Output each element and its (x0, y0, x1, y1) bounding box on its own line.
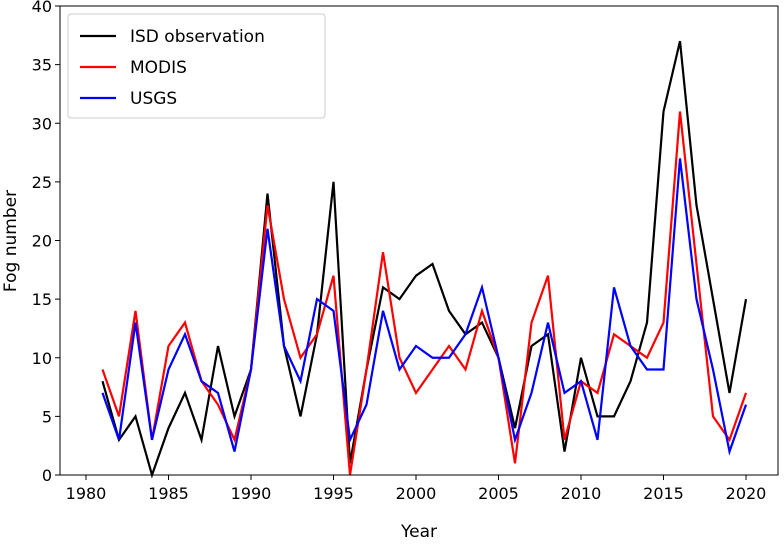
legend-label: MODIS (130, 58, 187, 78)
legend: ISD observation MODIS USGS (68, 14, 325, 118)
x-tick-label: 2015 (643, 484, 684, 503)
y-tick-label: 20 (32, 232, 52, 251)
x-tick-label: 1995 (313, 484, 354, 503)
x-axis: 1980 1985 1990 1995 2000 2005 2010 2015 2020 (66, 475, 767, 503)
x-tick-label: 1980 (66, 484, 107, 503)
x-tick-label: 1985 (148, 484, 189, 503)
x-tick-label: 2000 (396, 484, 437, 503)
y-axis-label: Fog number (1, 190, 21, 292)
x-tick-label: 2005 (478, 484, 519, 503)
y-tick-label: 40 (32, 0, 52, 16)
y-tick-label: 0 (42, 466, 52, 485)
y-tick-label: 10 (32, 349, 52, 368)
y-tick-label: 5 (42, 407, 52, 426)
y-axis: 0 5 10 15 20 25 30 35 40 (32, 0, 60, 485)
x-tick-label: 2020 (726, 484, 767, 503)
legend-label: USGS (130, 89, 177, 109)
x-tick-label: 1990 (231, 484, 272, 503)
x-tick-label: 2010 (561, 484, 602, 503)
y-tick-label: 15 (32, 290, 52, 309)
y-tick-label: 25 (32, 173, 52, 192)
x-axis-label: Year (400, 522, 437, 542)
y-tick-label: 35 (32, 56, 52, 75)
y-tick-label: 30 (32, 114, 52, 133)
legend-label: ISD observation (130, 27, 265, 47)
